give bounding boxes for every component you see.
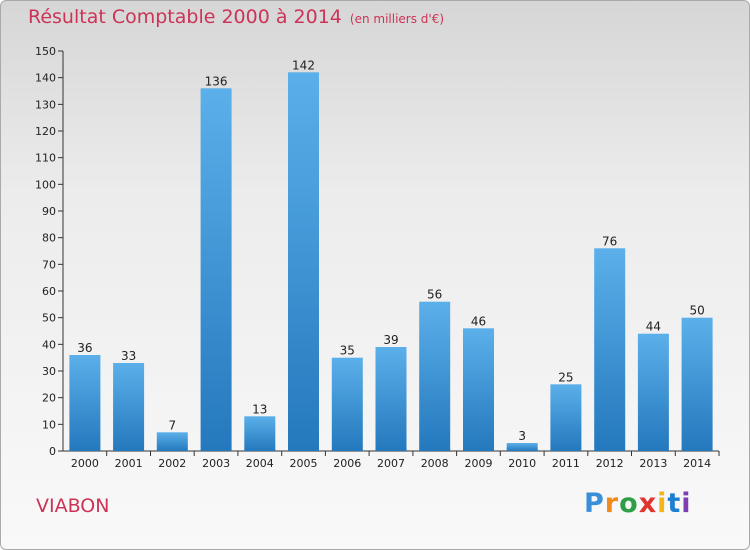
logo-letter: t: [667, 488, 682, 519]
x-tick-label-2011: 2011: [552, 457, 580, 470]
commune-name: VIABON: [36, 495, 110, 517]
bar-2006: [331, 357, 363, 451]
x-tick-label-2002: 2002: [158, 457, 186, 470]
x-tick-label-2001: 2001: [115, 457, 143, 470]
x-tick-label-2012: 2012: [596, 457, 624, 470]
bar-2008: [419, 301, 451, 451]
x-tick-label-2010: 2010: [508, 457, 536, 470]
value-label-2009: 46: [471, 314, 486, 328]
logo-letter: P: [584, 488, 605, 519]
value-label-2014: 50: [689, 304, 704, 318]
value-label-2011: 25: [558, 370, 573, 384]
y-tick-label: 0: [49, 445, 56, 458]
y-tick-label: 50: [42, 312, 56, 325]
proxiti-logo: Proxiti: [584, 488, 692, 519]
x-tick-label-2003: 2003: [202, 457, 230, 470]
value-label-2004: 13: [252, 402, 267, 416]
title-row: Résultat Comptable 2000 à 2014 (en millie…: [28, 6, 444, 28]
y-tick-label: 60: [42, 285, 56, 298]
y-tick-label: 30: [42, 365, 56, 378]
y-tick-label: 40: [42, 338, 56, 351]
bar-2005: [288, 72, 319, 452]
y-tick-label: 80: [42, 232, 56, 245]
x-tick-label-2014: 2014: [683, 457, 711, 470]
bar-2007: [375, 347, 407, 451]
value-label-2010: 3: [518, 429, 526, 443]
logo-letter: o: [619, 488, 639, 519]
value-label-2006: 35: [340, 344, 355, 358]
value-label-2007: 39: [383, 333, 398, 347]
chart-subtitle: (en milliers d'€): [349, 12, 445, 26]
value-label-2000: 36: [77, 341, 92, 355]
value-label-2012: 76: [602, 234, 617, 248]
y-tick-label: 90: [42, 205, 56, 218]
bar-2000: [69, 355, 101, 451]
y-tick-label: 10: [42, 418, 56, 431]
bars: 36 33 7 136 13 142 35 39 56 46 3 25 76 44 50: [69, 58, 713, 452]
bar-2002: [156, 432, 188, 451]
x-tick-label-2005: 2005: [290, 457, 318, 470]
x-tick-label-2004: 2004: [246, 457, 274, 470]
value-label-2008: 56: [427, 288, 442, 302]
bar-2011: [550, 384, 582, 451]
x-tick-label-2000: 2000: [71, 457, 99, 470]
bar-2010: [506, 443, 538, 451]
logo-letter: i: [681, 488, 692, 519]
bar-2004: [244, 416, 276, 451]
x-tick-label-2008: 2008: [421, 457, 449, 470]
bar-2013: [637, 333, 669, 451]
bar-2009: [463, 328, 494, 451]
y-tick-label: 140: [35, 72, 56, 85]
x-tick-label-2009: 2009: [465, 457, 493, 470]
logo-letter: i: [657, 488, 668, 519]
y-tick-label: 120: [35, 125, 56, 138]
logo-letter: r: [604, 488, 620, 519]
value-label-2002: 7: [168, 418, 176, 432]
bar-2014: [681, 317, 713, 451]
value-label-2003: 136: [205, 74, 228, 88]
y-tick-label: 100: [35, 178, 56, 191]
bar-2012: [594, 248, 626, 451]
chart-title: Résultat Comptable 2000 à 2014: [28, 6, 342, 28]
y-tick-label: 110: [35, 152, 56, 165]
y-tick-label: 150: [35, 45, 56, 58]
value-label-2001: 33: [121, 349, 136, 363]
logo-letter: x: [638, 488, 658, 519]
value-label-2005: 142: [292, 58, 315, 72]
x-tick-label-2013: 2013: [639, 457, 667, 470]
y-tick-label: 130: [35, 98, 56, 111]
bar-2003: [200, 88, 232, 452]
y-tick-label: 20: [42, 392, 56, 405]
value-label-2013: 44: [646, 320, 661, 334]
y-tick-label: 70: [42, 258, 56, 271]
x-tick-label-2006: 2006: [333, 457, 361, 470]
bar-2001: [113, 363, 145, 451]
x-tick-label-2007: 2007: [377, 457, 405, 470]
